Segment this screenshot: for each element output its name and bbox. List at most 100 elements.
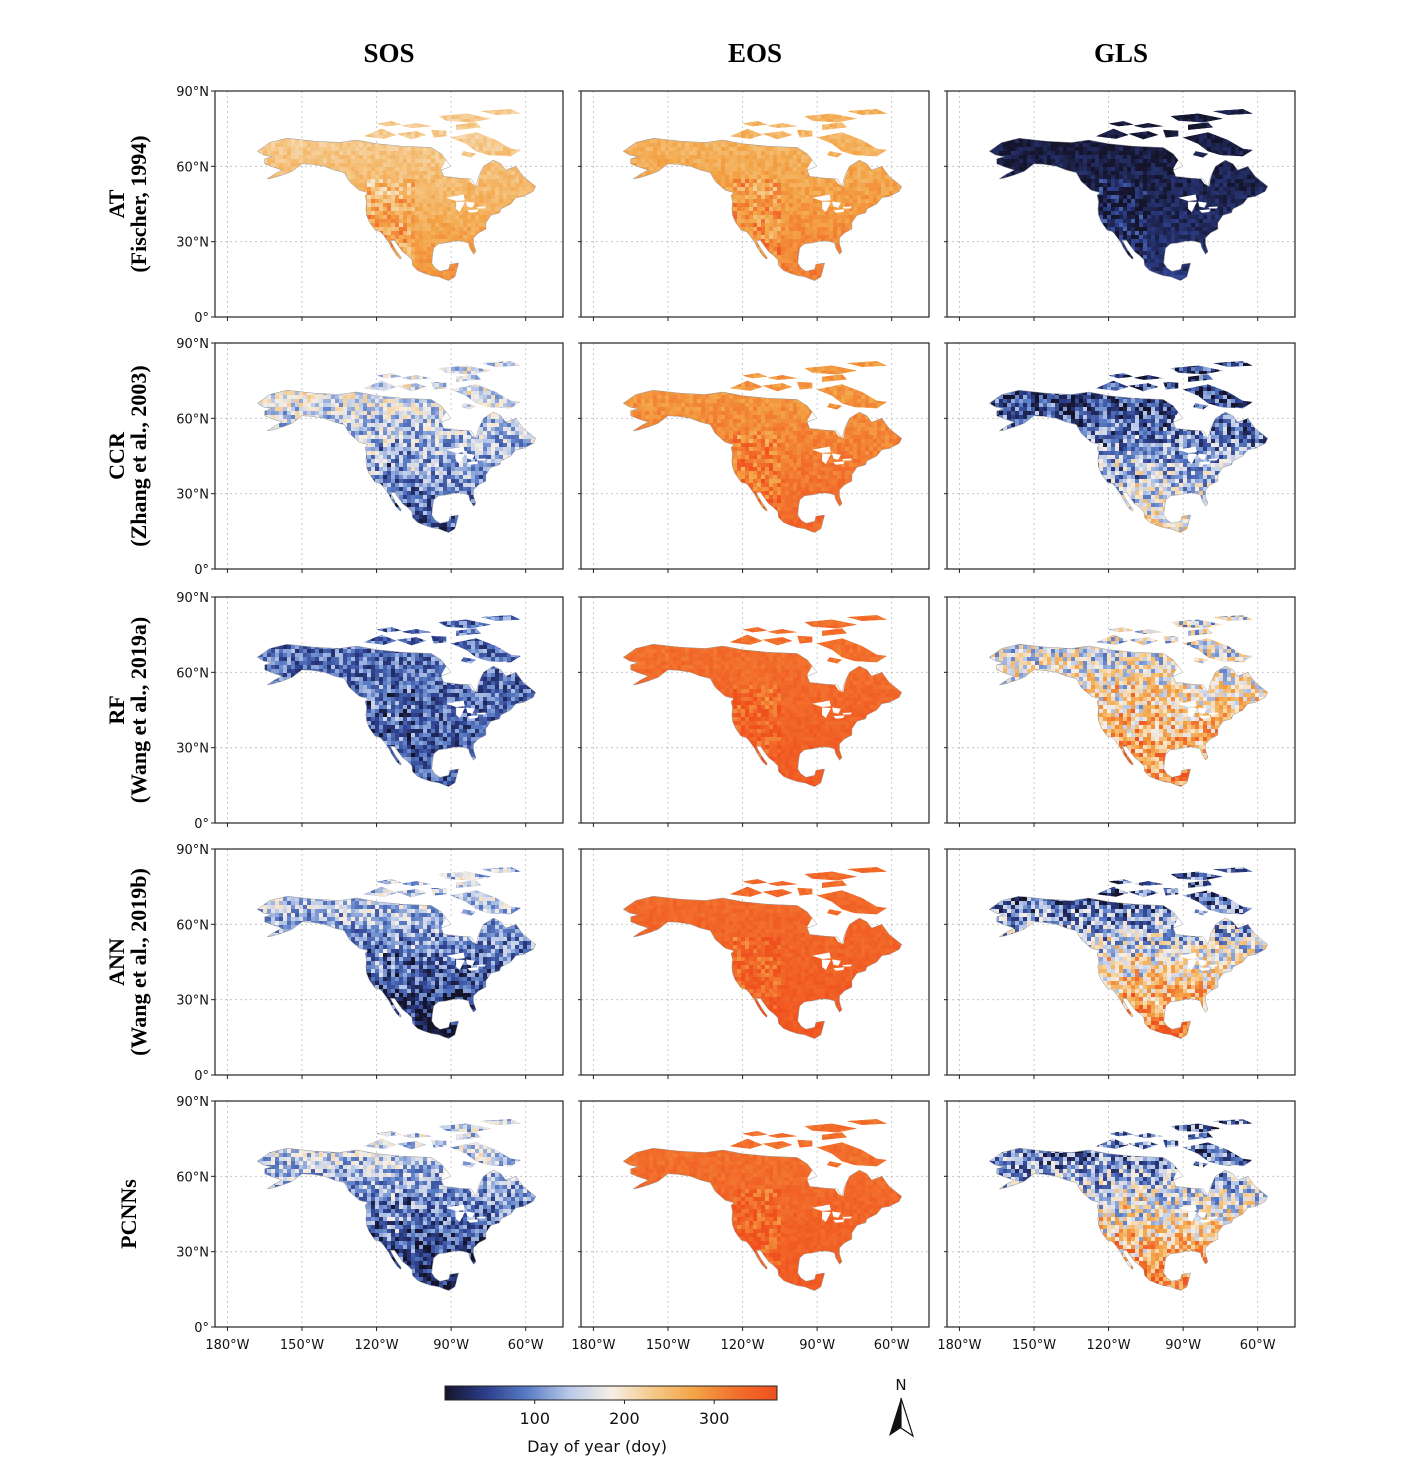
raster-cell — [745, 147, 750, 152]
raster-cell — [415, 123, 420, 128]
raster-cell — [259, 151, 264, 156]
raster-cell — [415, 259, 420, 264]
raster-cell — [447, 275, 452, 280]
raster-cell — [439, 239, 444, 244]
raster-cell — [383, 187, 388, 192]
raster-cell — [443, 275, 448, 280]
raster-cell — [645, 147, 650, 152]
raster-cell — [427, 271, 432, 276]
raster-cell — [511, 147, 516, 152]
raster-cell — [443, 231, 448, 236]
raster-cell — [339, 151, 344, 156]
raster-cell — [447, 183, 452, 188]
raster-cell — [475, 199, 480, 204]
raster-cell — [431, 187, 436, 192]
raster-cell — [375, 151, 380, 156]
raster-cell — [379, 191, 384, 196]
raster-cell — [463, 211, 468, 216]
raster-cell — [881, 111, 886, 116]
raster-cell — [471, 119, 476, 124]
raster-cell — [773, 151, 778, 156]
raster-cell — [275, 163, 280, 168]
raster-cell — [849, 139, 854, 144]
raster-cell — [495, 139, 500, 144]
raster-cell — [499, 147, 504, 152]
raster-cell — [479, 179, 484, 184]
raster-cell — [443, 191, 448, 196]
raster-cell — [649, 143, 654, 148]
raster-cell — [733, 147, 738, 152]
raster-cell — [419, 171, 424, 176]
raster-cell — [431, 207, 436, 212]
raster-cell — [399, 239, 404, 244]
raster-cell — [487, 215, 492, 220]
raster-cell — [825, 135, 830, 140]
raster-cell — [693, 151, 698, 156]
raster-cell — [391, 227, 396, 232]
raster-cell — [479, 143, 484, 148]
raster-cell — [511, 109, 516, 112]
raster-cell — [637, 147, 642, 152]
raster-cell — [479, 187, 484, 192]
raster-cell — [399, 203, 404, 208]
raster-cell — [367, 215, 372, 220]
raster-cell — [351, 159, 356, 164]
raster-cell — [367, 195, 372, 200]
raster-cell — [287, 143, 292, 148]
raster-cell — [395, 175, 400, 180]
raster-cell — [777, 135, 782, 140]
raster-cell — [511, 183, 516, 188]
raster-cell — [347, 155, 352, 160]
raster-cell — [487, 171, 492, 176]
raster-cell — [491, 159, 496, 164]
raster-cell — [673, 147, 678, 152]
great-lake — [466, 201, 475, 208]
raster-cell — [491, 195, 496, 200]
raster-cell — [423, 239, 428, 244]
raster-cell — [395, 231, 400, 236]
raster-cell — [805, 131, 810, 136]
raster-cell — [415, 195, 420, 200]
raster-cell — [459, 119, 464, 124]
raster-cell — [407, 155, 412, 160]
raster-cell — [371, 179, 376, 184]
raster-cell — [435, 187, 440, 192]
raster-cell — [363, 151, 368, 156]
raster-cell — [817, 115, 822, 120]
raster-cell — [439, 115, 444, 120]
raster-cell — [431, 203, 436, 208]
raster-cell — [431, 195, 436, 200]
raster-cell — [439, 191, 444, 196]
raster-cell — [447, 211, 452, 216]
raster-cell — [657, 151, 662, 156]
raster-cell — [275, 159, 280, 164]
raster-cell — [299, 155, 304, 160]
raster-cell — [407, 159, 412, 164]
raster-cell — [487, 147, 492, 152]
raster-cell — [455, 227, 460, 232]
raster-cell — [841, 131, 846, 136]
raster-cell — [797, 151, 802, 156]
raster-cell — [395, 191, 400, 196]
raster-cell — [801, 151, 806, 156]
raster-cell — [295, 147, 300, 152]
raster-cell — [395, 211, 400, 216]
raster-cell — [407, 243, 412, 248]
column-title: SOS — [363, 38, 414, 68]
raster-cell — [395, 199, 400, 204]
raster-cell — [487, 195, 492, 200]
raster-cell — [483, 207, 488, 212]
raster-cell — [287, 155, 292, 160]
raster-cell — [495, 175, 500, 180]
raster-cell — [475, 219, 480, 224]
raster-cell — [507, 167, 512, 172]
raster-cell — [507, 191, 512, 196]
raster-cell — [395, 179, 400, 184]
raster-cell — [359, 163, 364, 168]
raster-cell — [435, 195, 440, 200]
raster-cell — [415, 247, 420, 252]
raster-cell — [713, 147, 718, 152]
raster-cell — [447, 203, 452, 208]
raster-cell — [367, 147, 372, 152]
raster-cell — [729, 143, 734, 148]
